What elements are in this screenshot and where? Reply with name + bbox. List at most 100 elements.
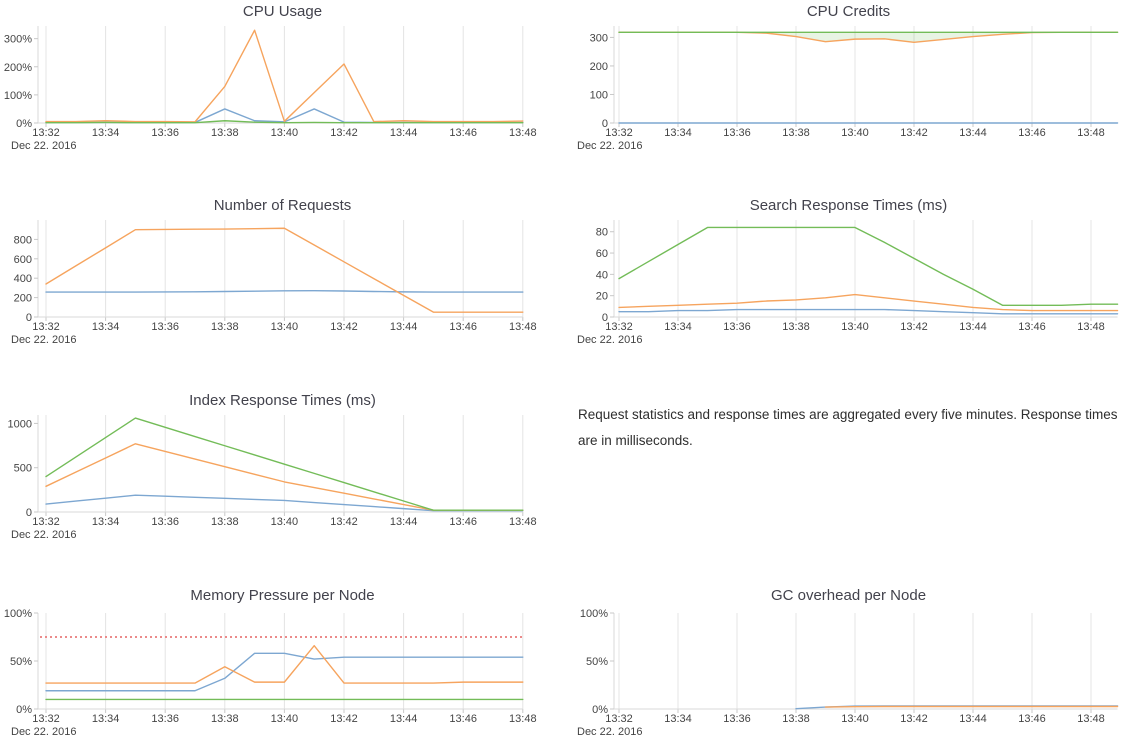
chart-number-of-requests: Number of Requests 13:32 13:34 13:36 13:38 1… <box>0 190 565 355</box>
y-tick-label: 500 <box>14 463 32 475</box>
chart-search-response-times: Search Response Times (ms) 13:32 13:34 13:… <box>566 190 1131 355</box>
x-tick-label: 13:40 <box>841 713 869 725</box>
x-tick-label: 13:36 <box>151 713 179 725</box>
x-tick-label: 13:34 <box>92 713 120 725</box>
x-tick-label: 13:46 <box>449 127 477 139</box>
x-tick-label: 13:48 <box>1077 127 1105 139</box>
y-tick-label: 0% <box>16 704 32 716</box>
series-line-green <box>45 120 524 124</box>
date-label: Dec 22. 2016 <box>11 726 76 738</box>
series-line-blue <box>45 652 524 692</box>
x-tick-label: 13:32 <box>32 516 60 528</box>
series-line-blue <box>618 308 1119 315</box>
chart-index-response-times: Index Response Times (ms) 13:32 13:34 13:3… <box>0 385 565 550</box>
y-tick-label: 0 <box>602 118 608 130</box>
series-line-green <box>45 417 524 511</box>
x-tick-label: 13:44 <box>959 321 987 333</box>
y-tick-label: 800 <box>14 234 32 246</box>
date-label: Dec 22. 2016 <box>11 529 76 541</box>
chart-cpu-usage: CPU Usage 13:32 13:34 13:36 13:38 13:40 13:42… <box>0 0 565 158</box>
x-tick-label: 13:48 <box>509 127 537 139</box>
x-tick-label: 13:46 <box>449 321 477 333</box>
x-tick-label: 13:42 <box>900 713 928 725</box>
x-tick-label: 13:42 <box>330 516 358 528</box>
x-tick-label: 13:48 <box>509 713 537 725</box>
x-tick-label: 13:44 <box>959 713 987 725</box>
x-tick-label: 13:34 <box>664 321 692 333</box>
x-tick-label: 13:36 <box>723 127 751 139</box>
series-line-orange <box>618 293 1119 312</box>
x-tick-label: 13:36 <box>151 321 179 333</box>
chart-title-number-of-requests: Number of Requests <box>213 197 352 214</box>
x-tick-label: 13:38 <box>782 127 810 139</box>
x-tick-label: 13:48 <box>509 516 537 528</box>
x-tick-label: 13:42 <box>900 127 928 139</box>
x-tick-label: 13:42 <box>330 127 358 139</box>
x-tick-label: 13:38 <box>211 516 239 528</box>
chart-title-cpu-credits: CPU Credits <box>806 3 891 20</box>
y-tick-label: 200 <box>590 61 608 73</box>
series-line-orange <box>45 29 524 123</box>
x-tick-label: 13:44 <box>390 516 418 528</box>
x-tick-label: 13:44 <box>390 321 418 333</box>
gc-overhead-plot: 13:32 13:34 13:36 13:38 13:40 13:42 13:44 13:46… <box>577 608 1119 738</box>
x-tick-label: 13:44 <box>390 713 418 725</box>
chart-title-cpu-usage: CPU Usage <box>242 3 323 20</box>
x-tick-label: 13:40 <box>271 321 299 333</box>
x-tick-label: 13:40 <box>271 516 299 528</box>
date-label: Dec 22. 2016 <box>577 334 642 346</box>
x-tick-label: 13:42 <box>900 321 928 333</box>
x-tick-label: 13:38 <box>782 713 810 725</box>
cpu-credits-plot: 13:32 13:34 13:36 13:38 13:40 13:42 13:44 13:46… <box>577 26 1119 152</box>
y-tick-label: 20 <box>596 291 608 303</box>
x-tick-label: 13:46 <box>1018 713 1046 725</box>
y-tick-label: 100% <box>4 90 32 102</box>
x-tick-label: 13:36 <box>151 127 179 139</box>
series-line-orange <box>45 227 524 313</box>
chart-cpu-credits: CPU Credits 13:32 13:34 13:36 13:38 13:40 13:… <box>566 0 1131 158</box>
x-tick-label: 13:42 <box>330 321 358 333</box>
y-tick-label: 50% <box>10 656 32 668</box>
number-of-requests-plot: 13:32 13:34 13:36 13:38 13:40 13:42 13:44 13:46… <box>11 220 537 346</box>
series-line-orange <box>45 644 524 684</box>
x-tick-label: 13:44 <box>959 127 987 139</box>
x-tick-label: 13:48 <box>1077 321 1105 333</box>
y-tick-label: 400 <box>14 273 32 285</box>
x-tick-label: 13:32 <box>605 321 633 333</box>
series-line-green <box>618 226 1119 306</box>
x-tick-label: 13:32 <box>605 713 633 725</box>
y-tick-label: 600 <box>14 254 32 266</box>
x-tick-label: 13:44 <box>390 127 418 139</box>
note-text: Request statistics and response times ar… <box>578 407 1118 448</box>
x-tick-label: 13:40 <box>271 713 299 725</box>
y-tick-label: 300% <box>4 34 32 46</box>
date-label: Dec 22. 2016 <box>11 140 76 152</box>
y-tick-label: 300 <box>590 32 608 44</box>
chart-title-search-response-times: Search Response Times (ms) <box>749 197 948 214</box>
index-response-times-plot: 13:32 13:34 13:36 13:38 13:40 13:42 13:44 13:46… <box>8 415 537 541</box>
y-tick-label: 0 <box>26 312 32 324</box>
x-tick-label: 13:38 <box>211 321 239 333</box>
x-tick-label: 13:32 <box>605 127 633 139</box>
x-tick-label: 13:34 <box>92 516 120 528</box>
y-tick-label: 0% <box>16 118 32 130</box>
x-tick-label: 13:36 <box>151 516 179 528</box>
y-tick-label: 100% <box>4 608 32 620</box>
date-label: Dec 22. 2016 <box>11 334 76 346</box>
x-tick-label: 13:38 <box>211 713 239 725</box>
y-tick-label: 100 <box>590 89 608 101</box>
chart-title-index-response-times: Index Response Times (ms) <box>189 392 376 409</box>
y-tick-label: 0 <box>602 312 608 324</box>
y-tick-label: 60 <box>596 248 608 260</box>
x-tick-label: 13:46 <box>1018 127 1046 139</box>
x-tick-label: 13:34 <box>92 321 120 333</box>
x-tick-label: 13:32 <box>32 713 60 725</box>
y-tick-label: 1000 <box>8 418 32 430</box>
series-line-orange <box>824 705 1119 708</box>
x-tick-label: 13:46 <box>449 713 477 725</box>
chart-title-gc-overhead: GC overhead per Node <box>770 587 927 604</box>
y-tick-label: 0% <box>592 704 608 716</box>
date-label: Dec 22. 2016 <box>577 140 642 152</box>
x-tick-label: 13:34 <box>664 713 692 725</box>
memory-pressure-plot: 13:32 13:34 13:36 13:38 13:40 13:42 13:44 13:46… <box>4 608 537 738</box>
